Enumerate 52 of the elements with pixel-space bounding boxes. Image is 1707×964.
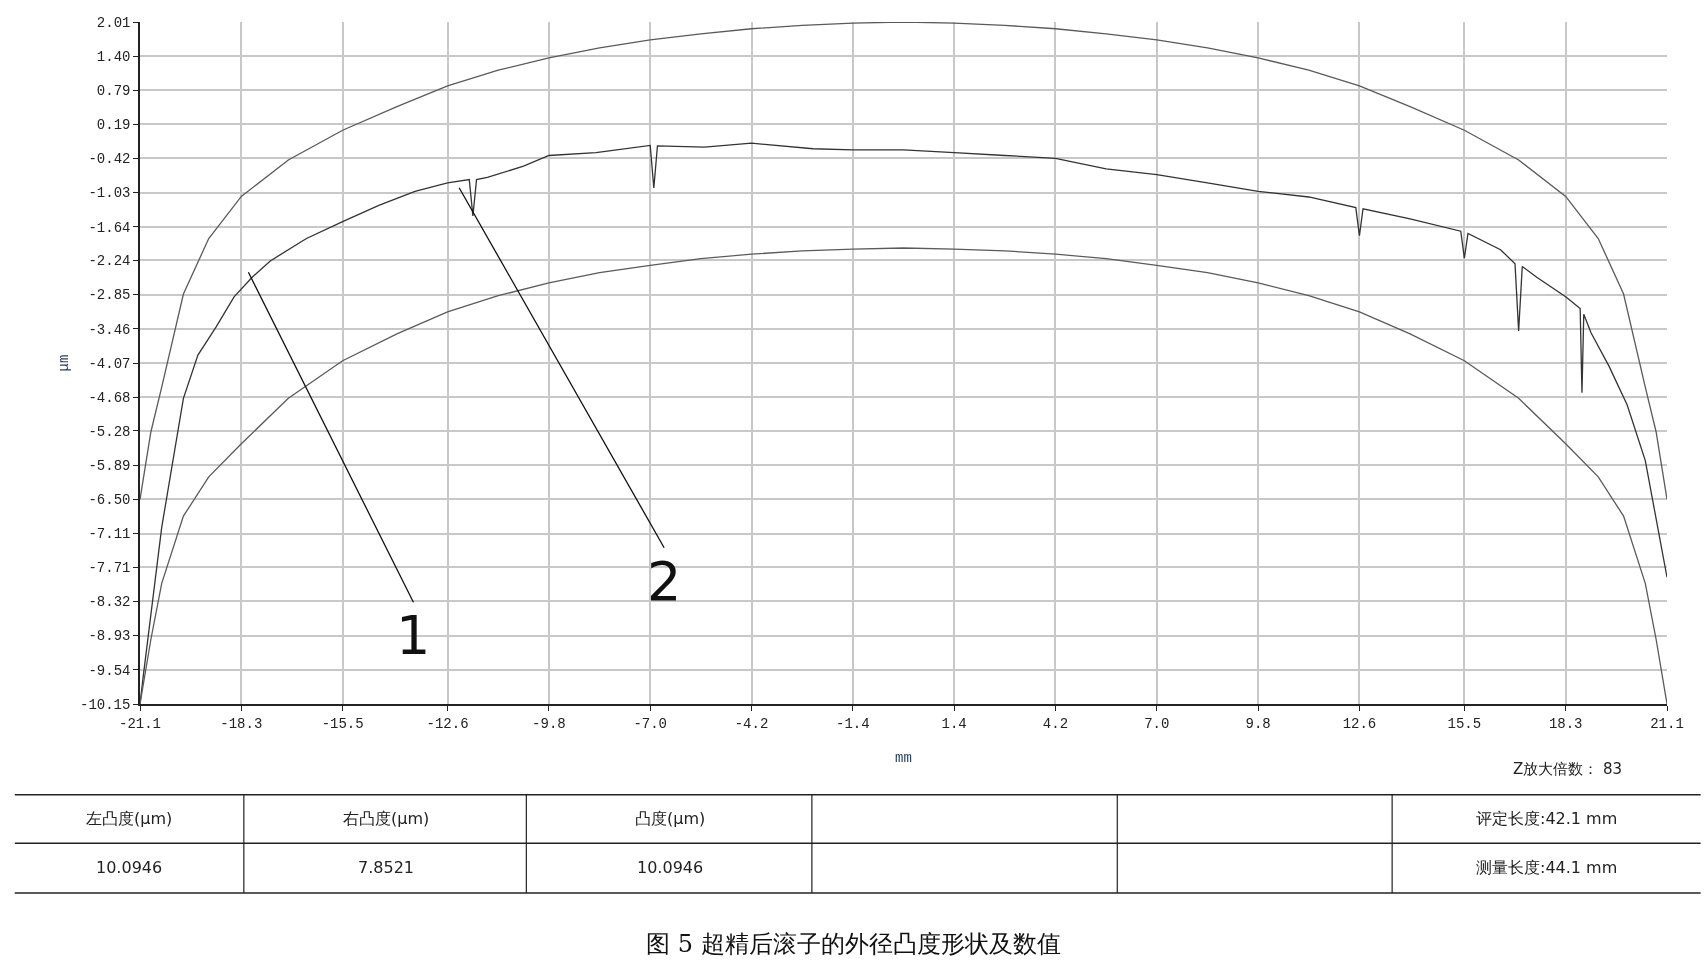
text: Z放大倍数： 83 (1513, 760, 1623, 778)
text: 评定长度:42.1 mm (1476, 809, 1618, 828)
y-tick-label: -9.54 (88, 662, 131, 679)
text: 左凸度(μm) (86, 809, 173, 828)
annotation: 1 (396, 604, 431, 667)
x-tick-label: 18.3 (1548, 715, 1583, 732)
x-tick-label: 4.2 (1042, 715, 1069, 732)
x-tick-label: 12.6 (1342, 715, 1377, 732)
text: 凸度(μm) (635, 809, 706, 828)
y-tick-label: 0.19 (96, 116, 131, 133)
y-tick-label: -3.46 (88, 321, 131, 338)
text: 7.8521 (358, 858, 414, 877)
y-tick-label: -2.24 (88, 253, 131, 270)
y-tick-label: -2.85 (88, 287, 131, 304)
y-tick-label: 2.01 (96, 14, 131, 31)
y-tick-label: -6.50 (88, 492, 131, 509)
x-tick-label: -15.5 (321, 715, 364, 732)
x-tick-label: 15.5 (1447, 715, 1482, 732)
x-tick-label: -21.1 (118, 715, 162, 732)
y-tick-label: -7.11 (88, 526, 131, 543)
line-series (140, 22, 1667, 500)
x-tick-label: 9.8 (1245, 715, 1271, 732)
y-tick-label: -0.42 (88, 151, 131, 168)
y-tick-label: -1.03 (88, 185, 131, 202)
y-tick-label: -10.15 (80, 696, 131, 713)
y-tick-label: -1.64 (88, 219, 131, 236)
x-tick-label: -1.4 (836, 715, 870, 732)
x-tick-label: -4.2 (734, 715, 769, 732)
y-tick-label: -8.93 (88, 628, 131, 645)
y-tick-label: -7.71 (88, 560, 131, 577)
y-tick-label: 1.40 (96, 49, 131, 66)
annotation: 2 (647, 550, 682, 613)
text: 测量长度:44.1 mm (1476, 858, 1618, 877)
x-tick-label: -12.6 (426, 715, 469, 732)
text: 右凸度(μm) (343, 809, 430, 828)
x-tick-label: -18.3 (220, 715, 263, 732)
text: 图 5 超精后滚子的外径凸度形状及数值 (646, 930, 1061, 959)
text: 10.0946 (96, 858, 163, 877)
text: 10.0946 (637, 858, 704, 877)
x-tick-label: 7.0 (1144, 715, 1170, 732)
y-axis-title: μm (56, 354, 73, 372)
x-axis-title: mm (895, 750, 912, 767)
y-tick-label: 0.79 (96, 83, 131, 100)
x-tick-label: -7.0 (633, 715, 668, 732)
y-tick-label: -8.32 (88, 594, 131, 611)
x-tick-label: -9.8 (532, 715, 566, 732)
y-tick-label: -5.89 (88, 457, 131, 474)
x-tick-label: 1.4 (941, 715, 967, 732)
y-tick-label: -4.68 (88, 390, 131, 407)
x-tick-label: 21.1 (1650, 715, 1684, 732)
y-tick-label: -4.07 (88, 355, 131, 372)
y-tick-label: -5.28 (88, 423, 131, 440)
